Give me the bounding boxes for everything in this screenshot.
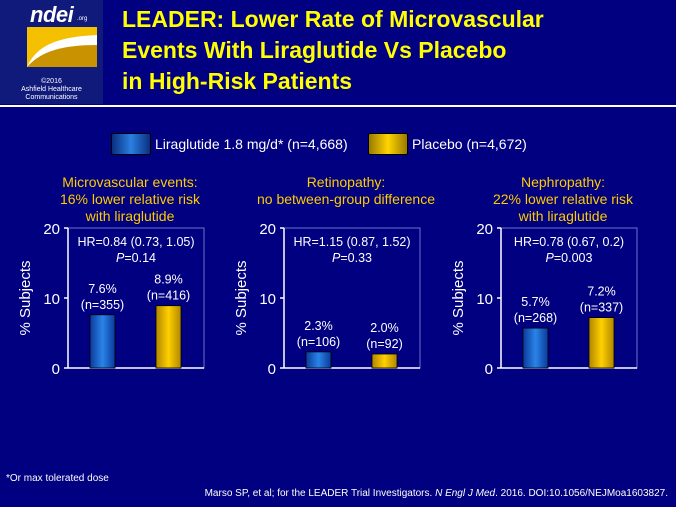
dose-footnote: *Or max tolerated dose (6, 473, 109, 484)
data-label-count: (n=268) (514, 311, 557, 325)
data-label-count: (n=416) (147, 289, 190, 303)
title-line-1: LEADER: Lower Rate of Microvascular (122, 6, 544, 32)
data-label-percent: 7.2% (587, 285, 616, 299)
p-value-label: P=0.003 (546, 251, 593, 265)
panel-subtitle: no between-group difference (257, 191, 435, 207)
title-divider (0, 105, 676, 107)
bar-charts: Microvascular events:16% lower relative … (17, 174, 638, 378)
y-tick-label: 0 (52, 361, 60, 378)
slide-title: LEADER: Lower Rate of Microvascular Even… (122, 4, 662, 97)
title-line-3: in High-Risk Patients (122, 68, 353, 94)
y-tick-label: 10 (259, 291, 276, 308)
title-line-2: Events With Liraglutide Vs Placebo (122, 37, 507, 63)
p-value-label: P=0.14 (116, 251, 156, 265)
hazard-ratio-label: HR=0.84 (0.73, 1.05) (77, 235, 194, 249)
y-axis-label: % Subjects (17, 260, 34, 335)
y-tick-label: 20 (259, 221, 276, 238)
bar (588, 317, 615, 369)
y-tick-label: 0 (485, 361, 493, 378)
data-label-percent: 2.0% (370, 321, 399, 335)
legend-label-liraglutide: Liraglutide 1.8 mg/d* (n=4,668) (155, 136, 348, 152)
panel-subtitle: 22% lower relative risk (493, 191, 634, 207)
panel-subtitle: with liraglutide (85, 208, 175, 224)
logo-wordmark: ndei (30, 2, 74, 27)
legend-swatch-placebo (368, 133, 408, 155)
hazard-ratio-label: HR=1.15 (0.87, 1.52) (293, 235, 410, 249)
bar (305, 351, 332, 369)
data-label-count: (n=337) (580, 301, 623, 315)
copyright-year: ©2016 (41, 78, 62, 85)
logo-swoosh-icon (27, 27, 97, 67)
y-tick-label: 0 (268, 361, 276, 378)
ndei-logo: ndei .org ©2016 Ashfield Healthcare Comm… (0, 0, 103, 104)
y-tick-label: 20 (476, 221, 493, 238)
legend-label-placebo: Placebo (n=4,672) (412, 136, 527, 152)
bar (371, 353, 398, 369)
y-axis-label: % Subjects (233, 260, 250, 335)
copyright-company: Ashfield Healthcare (21, 86, 82, 93)
copyright-company-2: Communications (25, 94, 78, 101)
y-tick-label: 20 (43, 221, 60, 238)
chart-legend: Liraglutide 1.8 mg/d* (n=4,668) Placebo … (0, 131, 676, 157)
panel-subtitle: Retinopathy: (307, 174, 386, 190)
logo-copyright: ©2016 Ashfield Healthcare Communications (0, 78, 103, 102)
bar (522, 327, 549, 369)
p-value-label: P=0.33 (332, 251, 372, 265)
citation: Marso SP, et al; for the LEADER Trial In… (205, 488, 668, 499)
panel-subtitle: 16% lower relative risk (60, 191, 201, 207)
hazard-ratio-label: HR=0.78 (0.67, 0.2) (514, 235, 624, 249)
data-label-percent: 2.3% (304, 319, 333, 333)
citation-authors: Marso SP, et al; for the LEADER Trial In… (204, 488, 436, 499)
legend-swatch-liraglutide (111, 133, 151, 155)
y-tick-label: 10 (476, 291, 493, 308)
data-label-count: (n=92) (366, 337, 402, 351)
data-label-count: (n=106) (297, 335, 340, 349)
citation-details: . 2016. DOI:10.1056/NEJMoa1603827. (495, 488, 668, 499)
logo-domain: .org (77, 16, 88, 22)
bar (155, 305, 182, 369)
panel-subtitle: Nephropathy: (521, 174, 605, 190)
y-tick-label: 10 (43, 291, 60, 308)
bar (89, 314, 116, 369)
data-label-percent: 8.9% (154, 273, 183, 287)
panel-subtitle: with liraglutide (518, 208, 608, 224)
panel-subtitle: Microvascular events: (62, 174, 197, 190)
citation-journal: N Engl J Med (435, 488, 496, 499)
y-axis-label: % Subjects (450, 260, 467, 335)
data-label-count: (n=355) (81, 298, 124, 312)
data-label-percent: 5.7% (521, 295, 550, 309)
data-label-percent: 7.6% (88, 282, 117, 296)
